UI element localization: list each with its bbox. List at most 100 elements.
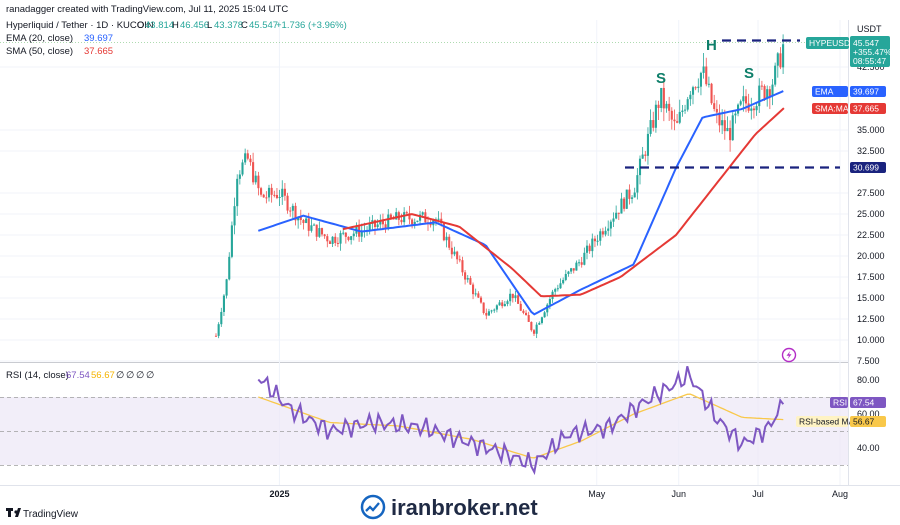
candle xyxy=(623,196,626,212)
candle xyxy=(320,227,324,237)
candle xyxy=(225,278,228,299)
candle xyxy=(535,322,538,339)
candle xyxy=(493,308,496,313)
rsi-badge-tag: RSI xyxy=(833,398,847,408)
rsi-ma-badge-value: 56.67 xyxy=(853,417,875,427)
ema-legend-value: 39.697 xyxy=(84,33,113,44)
rsi-ma-badge: RSI-based MA 56.67 xyxy=(796,416,886,427)
rsi-axis[interactable]: 80.00 60.00 40.00 xyxy=(857,375,880,453)
candle xyxy=(286,192,289,214)
candle xyxy=(331,236,334,248)
candle xyxy=(220,307,223,327)
candle xyxy=(742,85,745,112)
last-price-value: 45.547 xyxy=(853,38,879,48)
candle xyxy=(519,300,522,312)
rsi-legend-value: 67.54 xyxy=(66,370,90,381)
candle xyxy=(689,90,692,106)
tradingview-logo[interactable]: TradingView xyxy=(6,508,79,520)
candle xyxy=(559,278,562,289)
candle xyxy=(275,188,278,200)
rsi-badge: RSI 67.54 xyxy=(830,397,886,408)
candle xyxy=(273,190,276,198)
candle xyxy=(490,309,493,314)
neckline-badge: 30.699 xyxy=(850,162,886,173)
candle xyxy=(591,233,594,258)
candle xyxy=(315,224,318,241)
candle xyxy=(466,275,469,283)
price-tick-label: 17.500 xyxy=(857,272,885,282)
candle xyxy=(760,80,763,90)
candle xyxy=(538,321,541,326)
candle xyxy=(230,221,233,259)
sma-badge-value: 37.665 xyxy=(853,104,879,114)
last-price-pct: +355.47% xyxy=(853,47,892,57)
candle xyxy=(646,127,649,165)
candle xyxy=(755,101,758,116)
candle xyxy=(612,212,615,228)
candle xyxy=(323,233,326,239)
candle xyxy=(360,223,363,242)
time-tick-label: May xyxy=(588,489,606,499)
price-tick-label: 25.000 xyxy=(857,209,885,219)
time-axis[interactable]: 2025 May Jun Jul Aug xyxy=(269,489,848,499)
candle xyxy=(585,240,589,260)
candle xyxy=(609,219,612,237)
candle xyxy=(525,310,528,316)
candle xyxy=(498,300,501,306)
ohlc-close-key: C xyxy=(241,20,248,31)
candle xyxy=(662,77,665,122)
candle xyxy=(479,295,483,304)
candle xyxy=(236,174,239,216)
time-tick-label: Jun xyxy=(671,489,686,499)
candle xyxy=(641,146,644,159)
candle xyxy=(607,220,610,236)
candle xyxy=(474,288,477,297)
candle xyxy=(771,79,774,106)
candle xyxy=(599,228,602,246)
candle xyxy=(670,107,673,130)
candle xyxy=(509,288,512,306)
candle xyxy=(631,194,634,204)
ohlc-low-value: 43.378 xyxy=(214,20,243,31)
candle xyxy=(495,304,498,313)
symbol-badge: HYPEUSDT xyxy=(806,37,855,49)
last-price-countdown: 08:55:47 xyxy=(853,56,886,66)
candle xyxy=(657,100,660,121)
candle xyxy=(532,329,536,337)
candle xyxy=(267,184,271,202)
candle xyxy=(302,218,305,230)
candle xyxy=(702,52,705,79)
ema-badge-tag: EMA xyxy=(815,87,834,97)
candle xyxy=(617,212,620,221)
candle xyxy=(601,227,604,238)
candle xyxy=(445,232,448,248)
pattern-head: H xyxy=(706,37,717,54)
neckline-badge-value: 30.699 xyxy=(853,163,879,173)
price-axis[interactable]: 42.50035.00032.50027.50025.00022.50020.0… xyxy=(857,62,885,366)
rsi-extra-4: ∅ xyxy=(146,370,154,381)
candle xyxy=(246,149,249,161)
candle xyxy=(334,233,337,247)
candle xyxy=(578,259,581,267)
candle xyxy=(652,111,655,132)
lightning-icon[interactable] xyxy=(781,347,797,363)
candle xyxy=(222,294,225,317)
candle xyxy=(313,223,316,226)
candle xyxy=(344,232,347,244)
candle xyxy=(336,237,339,248)
candle xyxy=(694,86,697,91)
pattern-right-shoulder: S xyxy=(744,65,754,82)
candle xyxy=(707,76,710,88)
candle xyxy=(615,205,618,220)
candle xyxy=(238,170,241,185)
candle xyxy=(257,171,260,196)
candle xyxy=(310,218,313,233)
price-tick-label: 10.000 xyxy=(857,335,885,345)
candle xyxy=(715,100,718,124)
price-tick-label: 27.500 xyxy=(857,188,885,198)
candle xyxy=(347,236,350,242)
candle xyxy=(729,120,732,152)
candle xyxy=(570,267,573,275)
candle xyxy=(419,210,422,226)
